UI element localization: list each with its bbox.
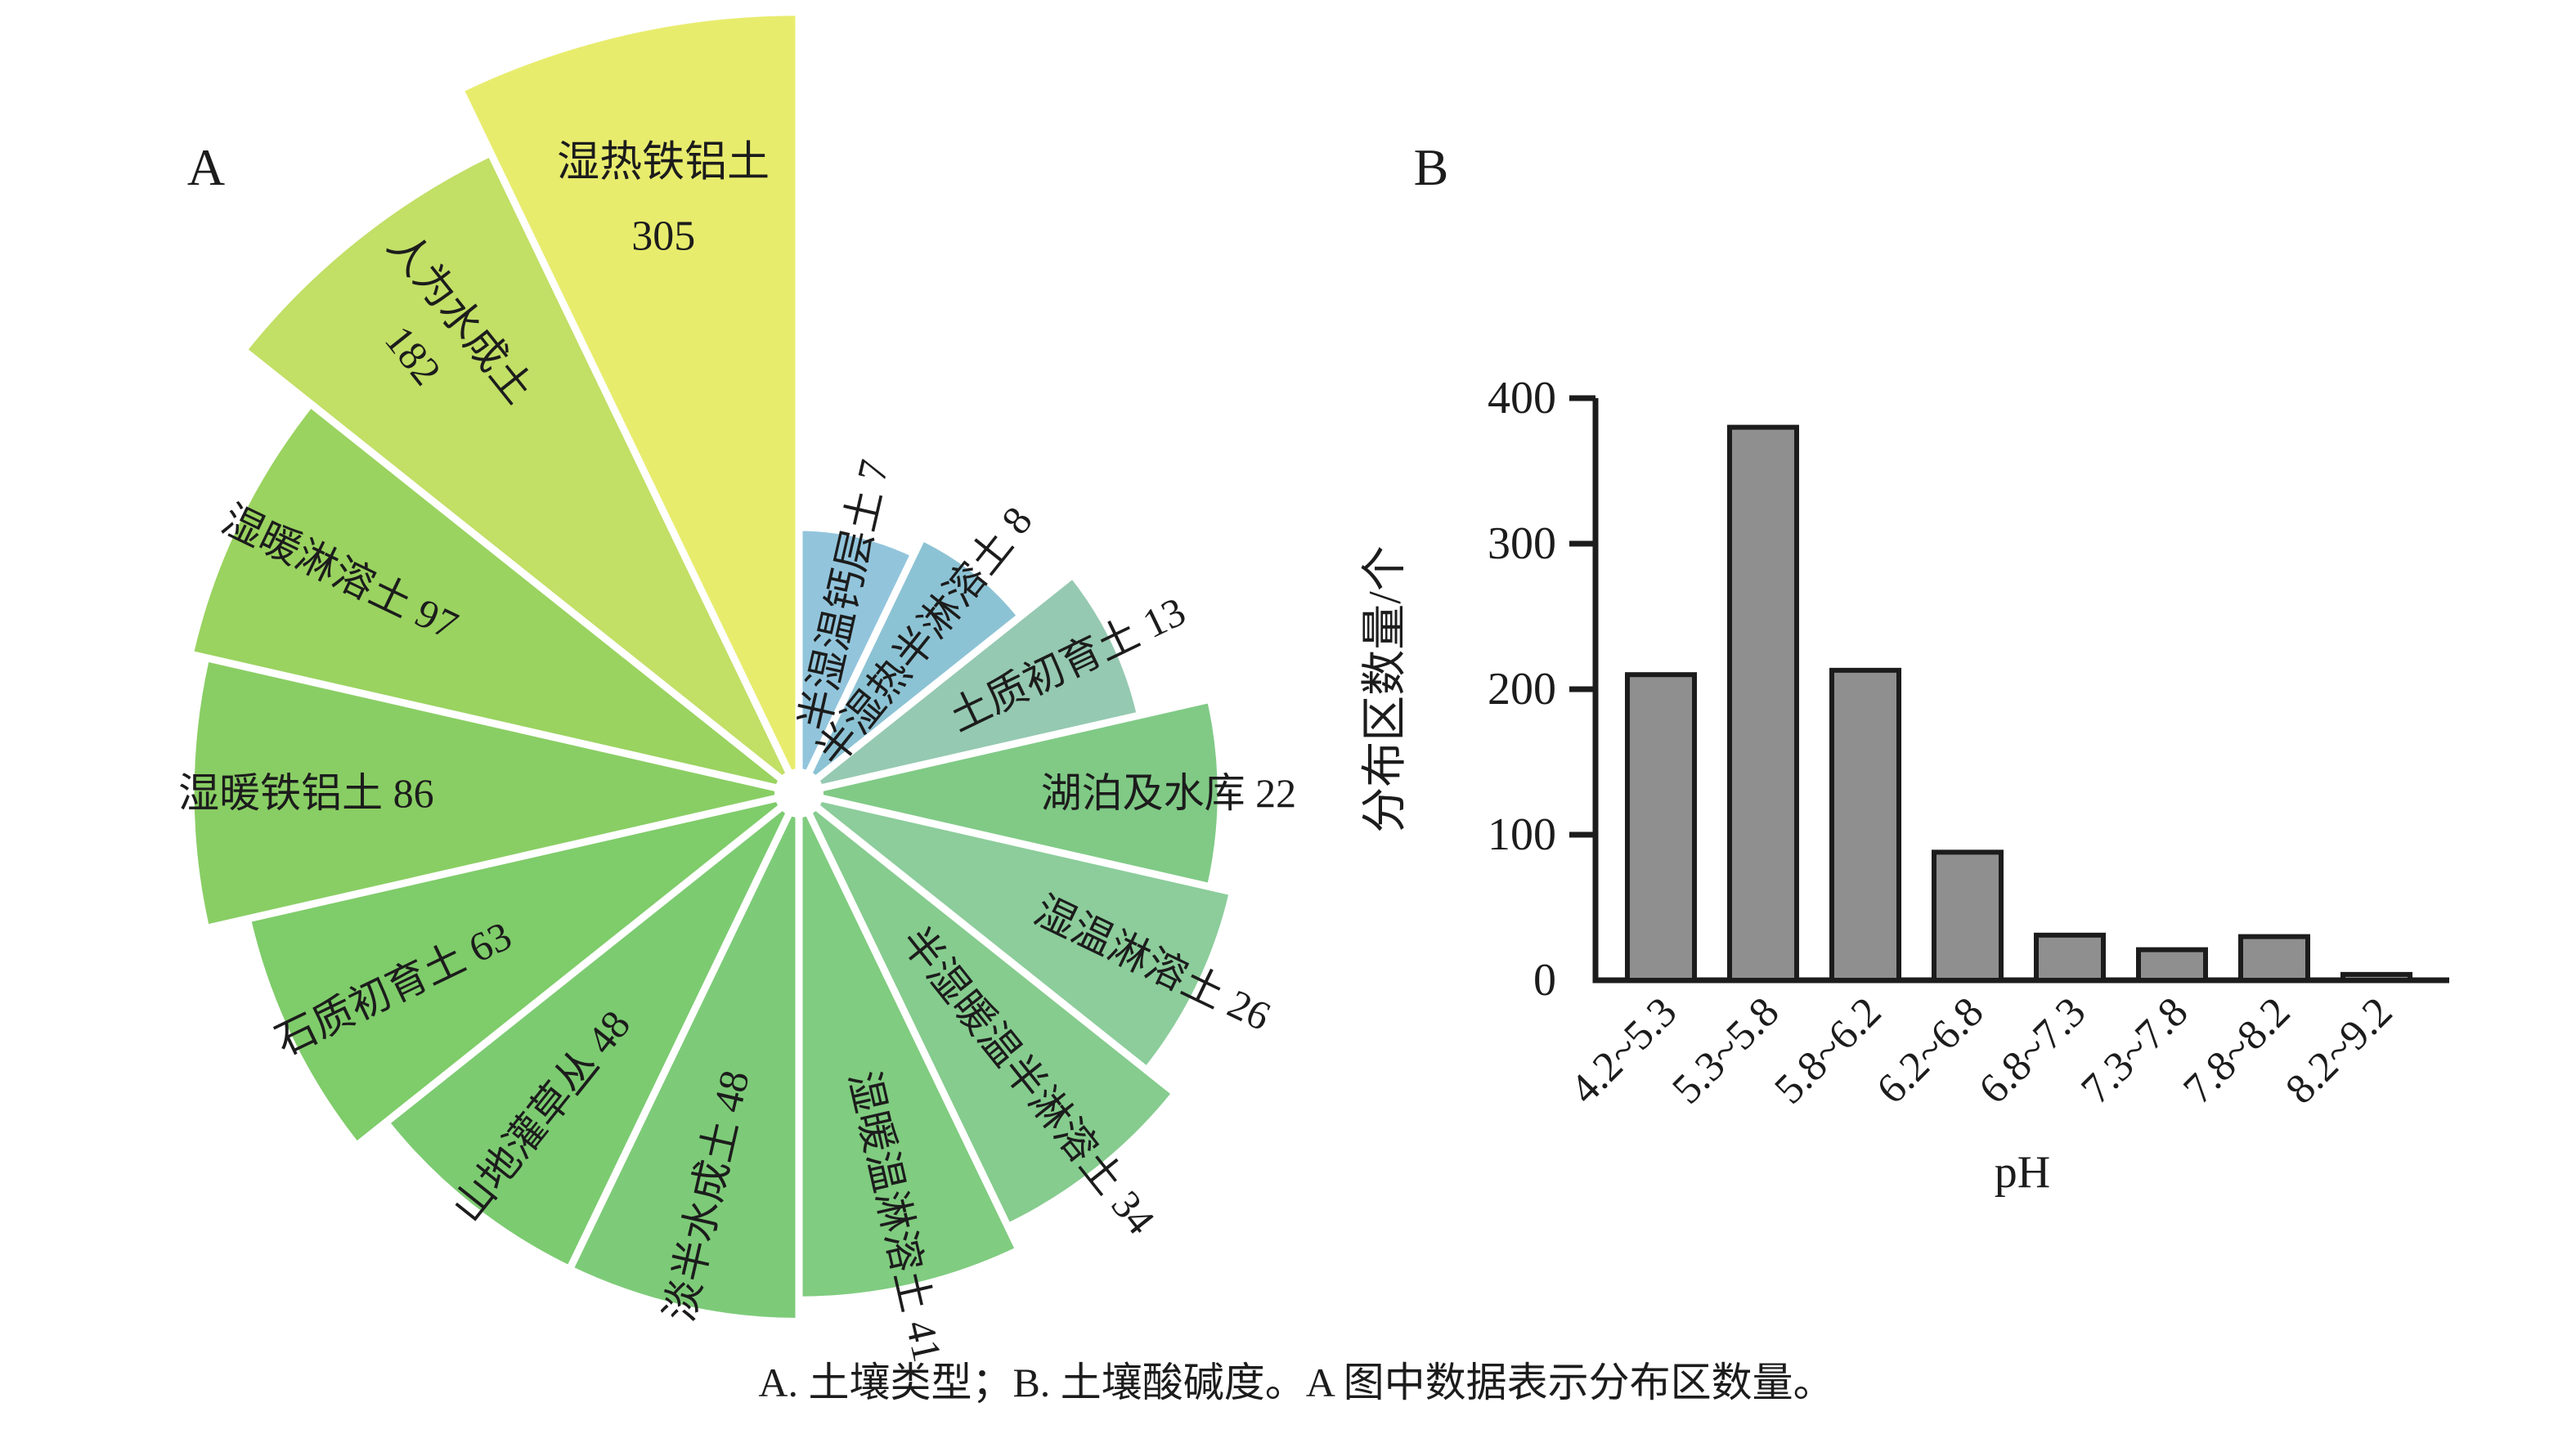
rose-wedge	[564, 791, 803, 1326]
bar-x-axis-title: pH	[1995, 1147, 2050, 1198]
bar	[2034, 932, 2106, 983]
rose-wedge-label-group: 湖泊及水库 22	[1041, 770, 1297, 816]
rose-wedge	[797, 789, 1237, 1076]
figure-caption: A. 土壤类型；B. 土壤酸碱度。A 图中数据表示分布区数量。	[758, 1360, 1833, 1405]
rose-wedge	[238, 147, 803, 796]
rose-wedge	[797, 569, 1145, 797]
bar-y-axis-title: 分布区数量/个	[1360, 545, 1411, 833]
rose-wedge	[795, 532, 1026, 796]
x-tick-label: 7.3~7.8	[2072, 988, 2197, 1113]
rose-wedge	[455, 8, 803, 795]
rose-wedge-label: 湿暖铁铝土 86	[178, 770, 434, 816]
rose-wedge	[185, 398, 801, 797]
y-tick-label: 0	[1533, 955, 1556, 1006]
rose-hub	[774, 769, 824, 818]
rose-wedge	[243, 789, 801, 1151]
bar	[2340, 971, 2412, 984]
panel-a-letter: A	[187, 138, 225, 196]
y-tick-label: 200	[1488, 664, 1556, 715]
bar	[1625, 672, 1697, 983]
x-tick-label: 7.8~8.2	[2174, 988, 2299, 1113]
rose-wedge	[186, 653, 801, 933]
bar	[1932, 849, 2004, 983]
x-tick-label: 5.3~5.8	[1663, 988, 1788, 1113]
rose-wedge-label: 湿热铁铝土	[557, 140, 770, 186]
x-tick-label: 4.2~5.3	[1561, 988, 1685, 1113]
x-tick-label: 8.2~9.2	[2277, 988, 2401, 1113]
rose-wedge	[380, 790, 803, 1275]
rose-wedge-value: 305	[631, 213, 695, 260]
bar	[1829, 667, 1901, 983]
bar	[2238, 934, 2310, 983]
bar-chart: 0 100 200 300 400 4.2~5.35.3~5.85.8~6.26.2~6.…	[1488, 373, 2449, 1113]
panel-b-letter: B	[1414, 138, 1449, 196]
rose-wedge	[795, 791, 1025, 1304]
rose-wedge-label-group: 湿暖铁铝土 86	[178, 770, 434, 816]
rose-wedge	[795, 790, 1181, 1232]
axes	[1592, 398, 2449, 984]
y-tick-label: 400	[1488, 373, 1556, 423]
x-tick-label: 5.8~6.2	[1766, 988, 1890, 1113]
bar	[1727, 424, 1799, 983]
rose-wedge	[797, 694, 1225, 892]
rose-wedge-label: 湖泊及水库 22	[1041, 770, 1297, 816]
x-tick-label: 6.8~7.3	[1970, 988, 2094, 1113]
y-tick-label: 300	[1488, 518, 1556, 569]
x-tick-label: 6.2~6.8	[1868, 988, 1992, 1113]
bar	[2136, 947, 2208, 983]
y-tick-label: 100	[1488, 809, 1556, 860]
